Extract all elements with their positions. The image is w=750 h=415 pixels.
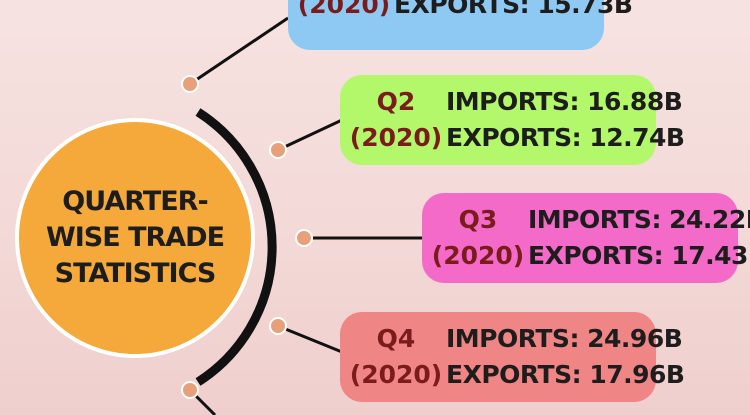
card-q4-imports: IMPORTS: 24.96B xyxy=(446,324,683,353)
card-q3-exports: EXPORTS: 17.43B xyxy=(528,241,750,270)
card-q2-values: IMPORTS: 16.88B EXPORTS: 12.74B xyxy=(446,84,685,156)
card-q1-quarter: (2020) xyxy=(297,0,391,23)
card-q3-values: IMPORTS: 24.22B EXPORTS: 17.43B xyxy=(528,202,750,274)
node-q3 xyxy=(295,229,313,247)
card-q3-year: (2020) xyxy=(431,241,525,270)
card-q4: Q4 (2020) IMPORTS: 24.96B EXPORTS: 17.96… xyxy=(340,312,685,402)
card-q3-label: Q3 xyxy=(458,205,498,234)
hub-circle: QUARTER-WISE TRADE STATISTICS xyxy=(15,118,255,358)
card-q4-quarter: Q4 (2020) xyxy=(349,321,443,393)
card-q2-exports: EXPORTS: 12.74B xyxy=(446,123,685,152)
card-q1-year: (2020) xyxy=(297,0,391,19)
card-q1-values: EXPORTS: 15.73B xyxy=(394,0,633,23)
card-q4-exports: EXPORTS: 17.96B xyxy=(446,360,685,389)
connector-q4 xyxy=(277,324,343,354)
hub-title: QUARTER-WISE TRADE STATISTICS xyxy=(45,186,225,289)
card-q3: Q3 (2020) IMPORTS: 24.22B EXPORTS: 17.43… xyxy=(422,193,750,283)
card-q4-values: IMPORTS: 24.96B EXPORTS: 17.96B xyxy=(446,321,685,393)
card-q2-imports: IMPORTS: 16.88B xyxy=(446,87,683,116)
card-q4-year: (2020) xyxy=(349,360,443,389)
card-q1-exports: EXPORTS: 15.73B xyxy=(394,0,633,19)
card-q3-imports: IMPORTS: 24.22B xyxy=(528,205,750,234)
node-q2 xyxy=(269,141,287,159)
connector-q2 xyxy=(277,118,343,152)
card-q4-label: Q4 xyxy=(376,324,416,353)
node-q1 xyxy=(181,75,199,93)
connector-q1 xyxy=(189,16,289,86)
card-q2-year: (2020) xyxy=(349,123,443,152)
card-q1: (2020) EXPORTS: 15.73B xyxy=(288,0,633,50)
card-q3-quarter: Q3 (2020) xyxy=(431,202,525,274)
card-q2-quarter: Q2 (2020) xyxy=(349,84,443,156)
node-q5 xyxy=(181,381,199,399)
outer-arc xyxy=(195,108,277,386)
node-q4 xyxy=(269,317,287,335)
card-q2-label: Q2 xyxy=(376,87,416,116)
card-q2: Q2 (2020) IMPORTS: 16.88B EXPORTS: 12.74… xyxy=(340,75,685,165)
